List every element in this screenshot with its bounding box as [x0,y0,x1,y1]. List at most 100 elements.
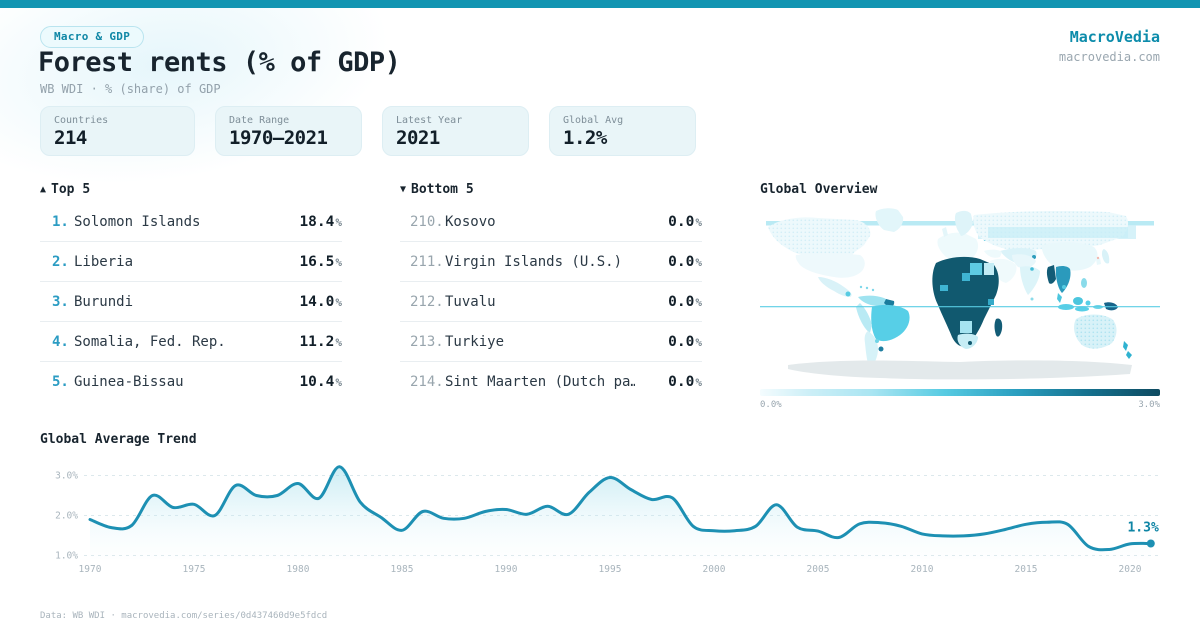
x-axis-tick-label: 2010 [911,564,934,575]
map-region-java [1075,306,1089,312]
list-item: 210. Kosovo 0.0% [400,202,702,242]
map-region-egypt [984,263,994,275]
rank-number: 213. [410,333,444,350]
map-region-lesotho [968,341,972,345]
map-region-caribbean [871,288,875,292]
stat-value: 2021 [396,127,440,149]
country-name: Burundi [74,293,134,310]
brand-url: macrovedia.com [1058,50,1160,64]
map-region-middle-east [990,258,1017,283]
top5-rows: 1. Solomon Islands 18.4% 2. Liberia 16.5… [40,202,342,402]
trend-panel: Global Average Trend 1.3% 1.0% 2.0% 3.0% 19… [40,432,1170,575]
country-name: Sint Maarten (Dutch pa… [445,374,635,390]
trend-line-chart: 1.3% 1.0% 2.0% 3.0% 1970 1975 1980 1985 1990 199… [55,465,1160,575]
country-name: Tuvalu [445,293,496,310]
list-item: 1. Solomon Islands 18.4% [40,202,342,242]
x-axis-tick-label: 2020 [1119,564,1142,575]
list-item: 2. Liberia 16.5% [40,242,342,282]
stat-label: Countries [54,115,109,126]
map-region-west-african-coast [940,285,948,291]
x-axis-tick-label: 1990 [495,564,518,575]
equator-line [760,306,1160,308]
country-value: 16.5% [299,253,342,270]
map-region-greenland [875,208,904,232]
x-axis-tick-label: 2005 [807,564,830,575]
page-subtitle: WB WDI · % (share) of GDP [40,82,221,96]
stat-value: 214 [54,127,87,149]
top5-header: ▲ Top 5 [40,182,342,197]
country-value: 0.0% [668,374,702,390]
map-region-turkey [984,249,1002,258]
map-region-malay-peninsula [1057,293,1062,303]
map-region-brazil [871,304,910,342]
rank-number: 1. [52,213,69,230]
map-region-mexico-central-america [818,277,852,297]
country-value: 11.2% [299,333,342,350]
page-title: Forest rents (% of GDP) [38,47,401,78]
bottom5-header: ▼ Bottom 5 [400,182,702,197]
map-region-uruguay [878,346,884,352]
map-region-japan [1102,249,1110,264]
map-region-sulawesi [1085,300,1091,306]
trend-end-label: 1.3% [1127,521,1158,536]
scale-max-label: 3.0% [1138,400,1160,410]
list-item: 211. Virgin Islands (U.S.) 0.0% [400,242,702,282]
bottom5-panel: ▼ Bottom 5 210. Kosovo 0.0% 211. Virgin I… [400,182,702,402]
stat-label: Date Range [229,115,290,126]
up-triangle-icon: ▲ [40,184,47,195]
trend-line [88,465,1153,552]
map-region-iran-afghanistan [1012,254,1036,268]
map-region-philippines [1081,278,1087,288]
list-item: 213. Turkiye 0.0% [400,322,702,362]
rank-number: 2. [52,253,69,270]
y-axis-tick-label: 1.0% [55,551,78,562]
accent-topbar [0,0,1200,8]
map-region-uk [942,227,948,237]
map-region-colombia-venezuela [858,295,890,307]
country-name: Liberia [74,253,134,270]
list-item: 3. Burundi 14.0% [40,282,342,322]
map-region-india [1020,266,1040,295]
x-axis-tick-label: 1985 [391,564,414,575]
map-region-caribbean [865,286,869,290]
country-value: 0.0% [668,253,702,270]
map-region-cambodia [1062,285,1066,289]
country-name: Virgin Islands (U.S.) [445,253,623,270]
stat-value: 1970—2021 [229,127,328,149]
map-region-kenya [988,299,994,305]
rank-number: 5. [52,374,69,390]
category-badge: Macro & GDP [40,26,145,48]
map-region-chile-argentina [864,331,878,369]
map-region-australia [1074,314,1117,349]
x-axis-tick-label: 1970 [79,564,102,575]
rank-number: 212. [410,293,444,310]
map-region-new-zealand [1123,341,1128,351]
map-region-antarctica [788,360,1132,380]
map-region-borneo [1073,297,1083,305]
rank-number: 4. [52,333,69,350]
map-region-canada-alaska [768,217,871,263]
top5-header-label: Top 5 [51,182,91,197]
map-region-china [1041,242,1098,271]
rank-number: 3. [52,293,69,310]
country-name: Kosovo [445,213,496,230]
stat-label: Global Avg [563,115,624,126]
x-axis-tick-label: 1980 [287,564,310,575]
map-region-niger [962,273,970,281]
stat-value: 1.2% [563,127,607,149]
list-item: 5. Guinea-Bissau 10.4% [40,362,342,402]
stat-label: Latest Year [396,115,463,126]
map-region-new-zealand [1126,351,1132,359]
map-region-scandinavia [954,210,973,236]
map-region-north-korea [1096,256,1100,260]
scale-min-label: 0.0% [760,400,782,410]
map-region-usa [795,253,865,278]
map-region-peru-bolivia [856,303,872,333]
stat-card: Latest Year 2021 [382,106,529,156]
footer-attribution: Data: WB WDI · macrovedia.com/series/0d4… [40,611,328,621]
country-name: Solomon Islands [74,213,201,230]
list-item: 214. Sint Maarten (Dutch pa… 0.0% [400,362,702,402]
brand-name: MacroVedia [1069,28,1160,46]
stat-card: Date Range 1970—2021 [215,106,362,156]
bottom5-header-label: Bottom 5 [411,182,474,197]
